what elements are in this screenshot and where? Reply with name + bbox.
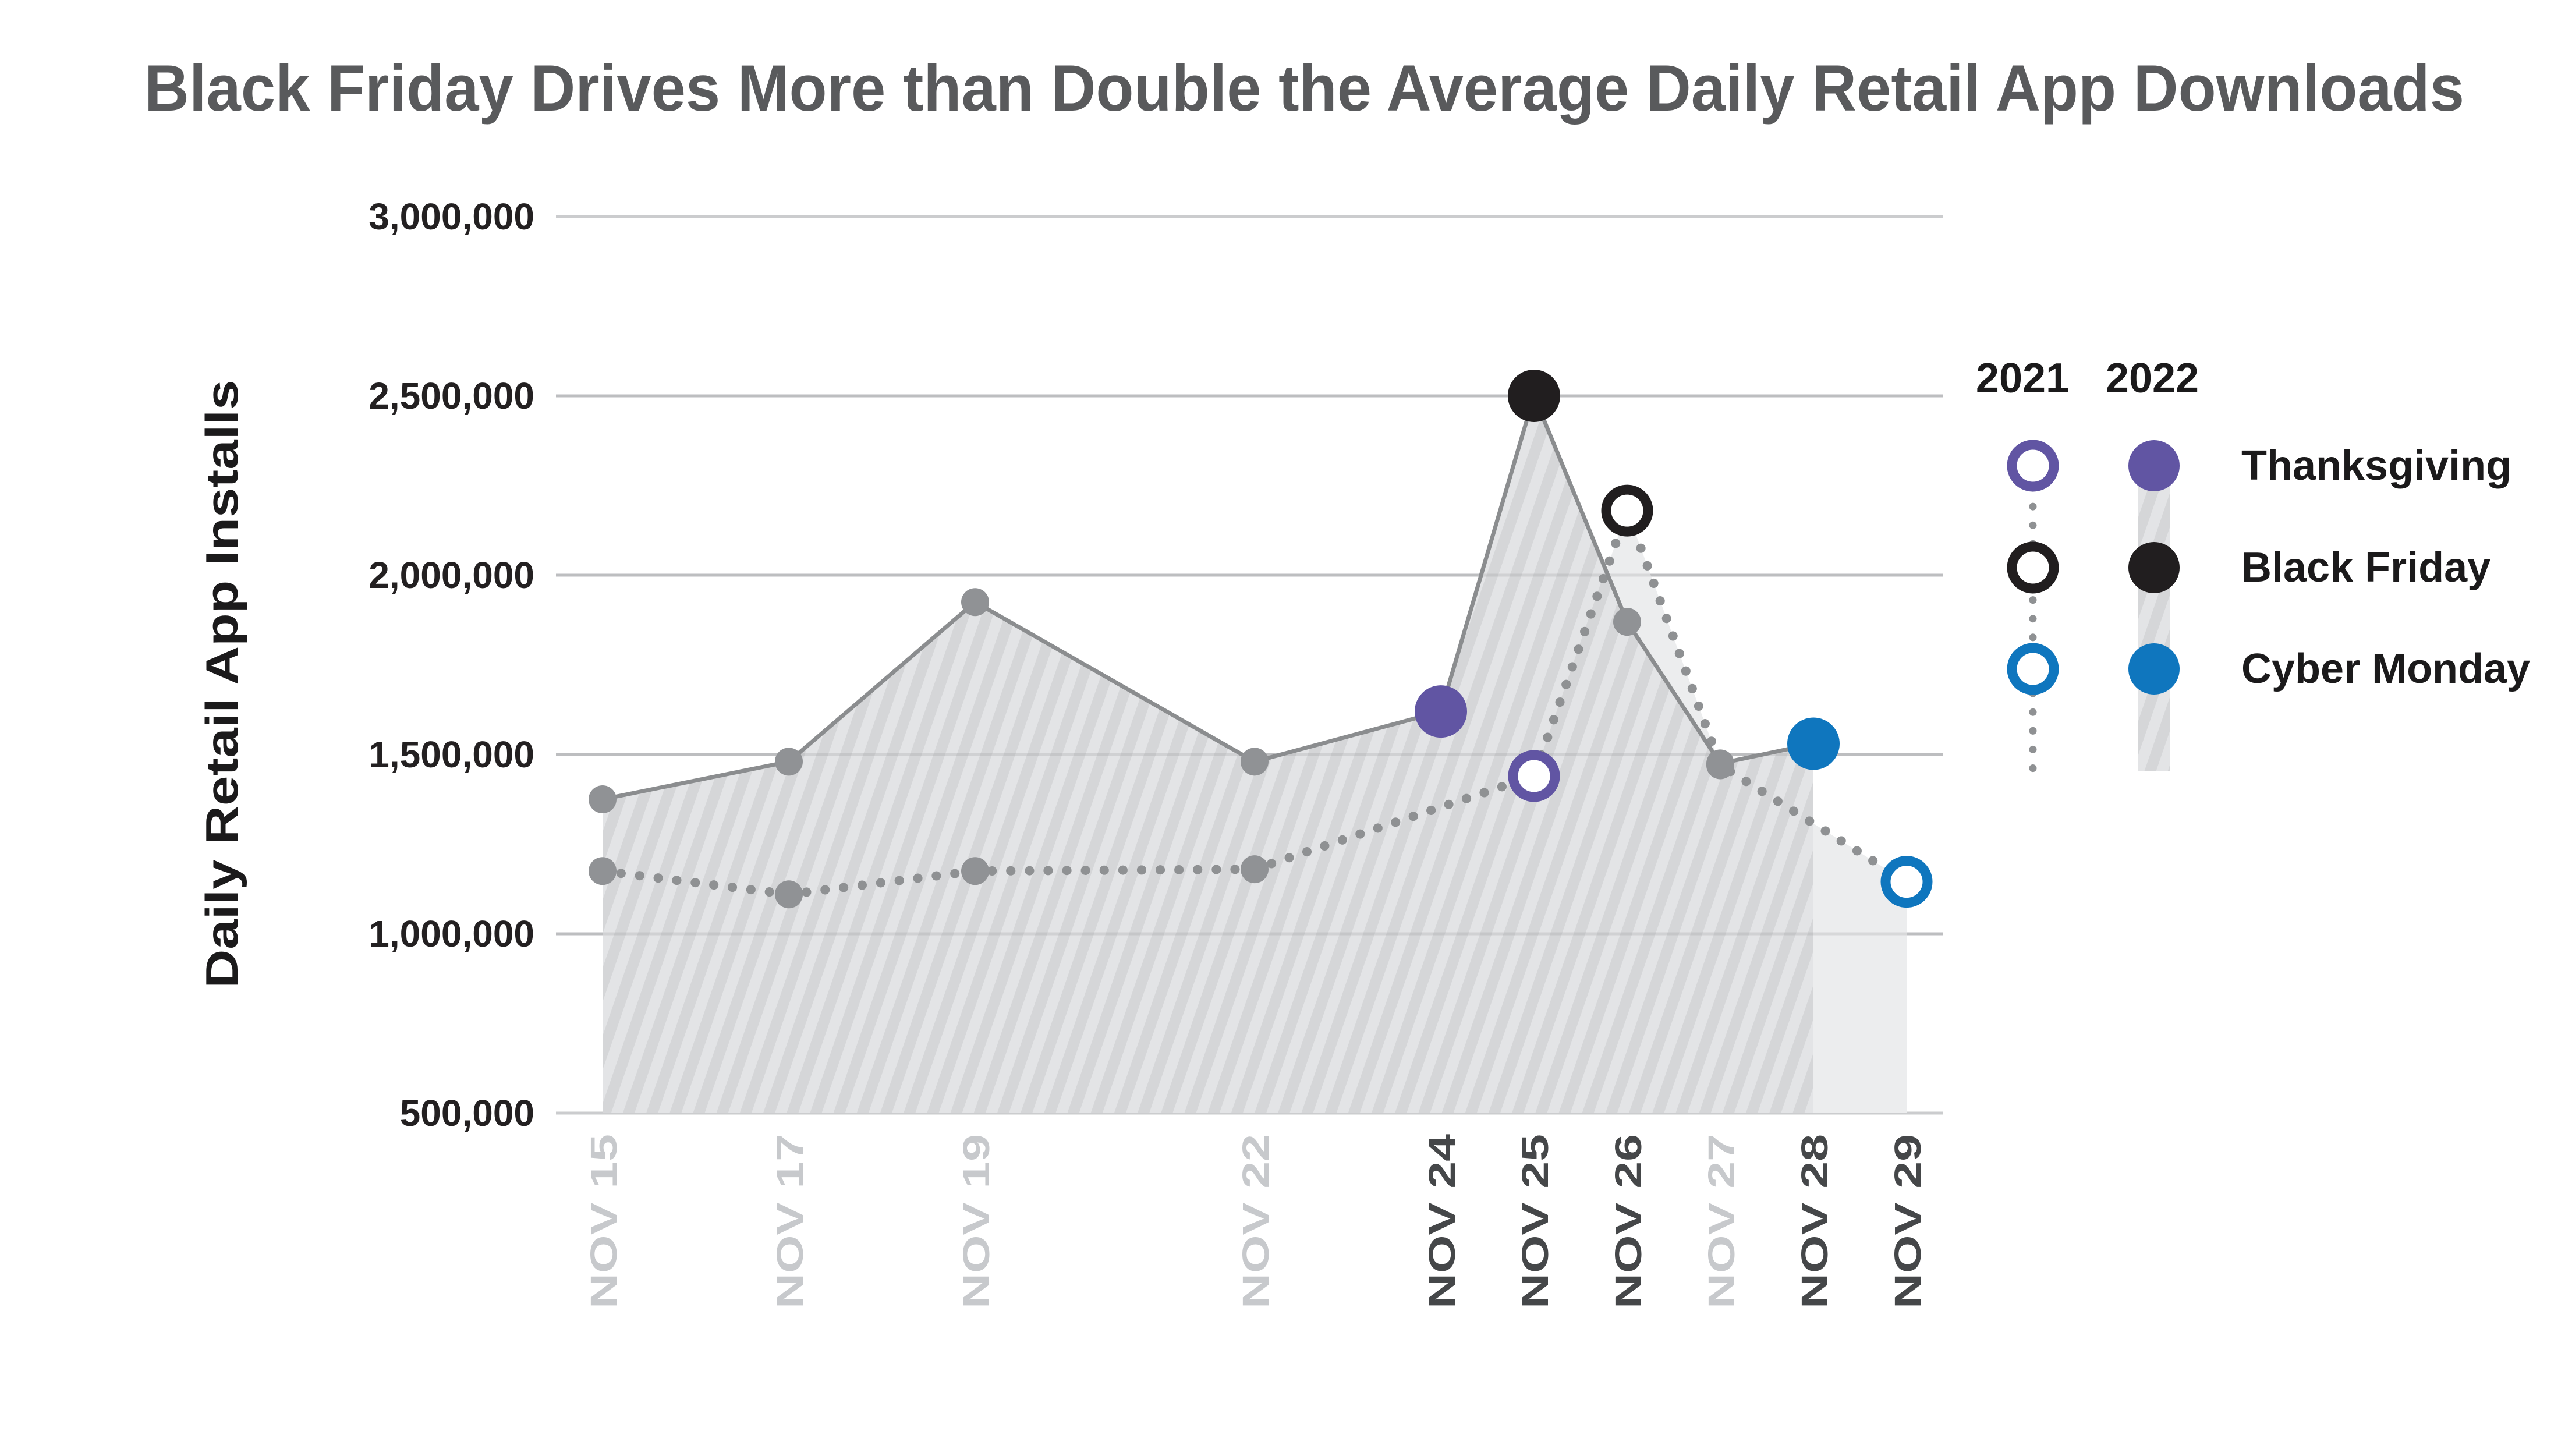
- y-axis-title: Daily Retail App Installs: [196, 380, 247, 989]
- data-point-2022: [1706, 749, 1734, 778]
- gridlines-layer: 500,000 1,000,000 1,500,000 2,000,000 2,500,…: [369, 196, 1943, 1134]
- x-tick-label: NOV 24: [1421, 1133, 1463, 1309]
- legend: 2021 2022 Thanksgiving Black Friday Cybe…: [1976, 355, 2530, 790]
- x-tick-label: NOV 15: [583, 1134, 625, 1309]
- cyber-monday-marker-2022: [1787, 717, 1840, 770]
- legend-black-friday-2021-marker: [2007, 541, 2059, 594]
- data-point-2021: [961, 857, 989, 885]
- legend-thanksgiving-2022-marker: [2128, 440, 2180, 491]
- area-2022: [603, 396, 1813, 1113]
- legend-header-2021: 2021: [1976, 355, 2069, 402]
- data-point-2022: [1241, 748, 1269, 776]
- x-tick-label: NOV 27: [1701, 1134, 1742, 1309]
- data-point-2021: [775, 880, 803, 909]
- x-tick-label: NOV 26: [1607, 1134, 1649, 1309]
- y-tick-label: 500,000: [400, 1092, 534, 1134]
- black-friday-marker-2022: [1508, 370, 1560, 422]
- legend-cyber-monday-2021-marker: [2007, 643, 2059, 695]
- y-tick-label: 3,000,000: [369, 196, 534, 238]
- legend-black-friday-2022-marker: [2128, 542, 2180, 593]
- legend-thanksgiving-2021-marker: [2007, 440, 2059, 492]
- thanksgiving-marker-2021: [1508, 750, 1560, 802]
- data-point-2022: [961, 588, 989, 617]
- legend-marks: [2007, 440, 2180, 790]
- cyber-monday-marker-2021: [1880, 856, 1933, 908]
- black-friday-marker-2021: [1601, 484, 1653, 537]
- legend-label-cyber-monday: Cyber Monday: [2241, 646, 2530, 692]
- data-point-2021: [589, 857, 617, 885]
- x-axis-labels-layer: NOV 15 NOV 17 NOV 19 NOV 22 NOV 24 NOV 25 NOV …: [583, 1133, 1929, 1309]
- series-line-2021: [598, 506, 1911, 899]
- page-title: Black Friday Drives More than Double the…: [144, 52, 2464, 125]
- legend-label-black-friday: Black Friday: [2241, 544, 2490, 591]
- y-tick-label: 1,500,000: [369, 734, 534, 775]
- thanksgiving-marker-2022: [1415, 685, 1467, 738]
- x-tick-label: NOV 29: [1887, 1134, 1929, 1309]
- legend-cyber-monday-2022-marker: [2128, 643, 2180, 695]
- area-fills-layer: [603, 396, 1907, 1113]
- x-tick-label: NOV 17: [769, 1134, 811, 1309]
- x-tick-label: NOV 28: [1794, 1134, 1836, 1309]
- y-tick-label: 2,000,000: [369, 554, 534, 596]
- y-tick-label: 2,500,000: [369, 375, 534, 417]
- data-point-2022: [775, 748, 803, 776]
- legend-header-2022: 2022: [2106, 355, 2199, 402]
- legend-label-thanksgiving: Thanksgiving: [2241, 442, 2511, 489]
- data-point-2021: [1241, 855, 1269, 884]
- data-point-2022: [1613, 608, 1641, 636]
- y-tick-label: 1,000,000: [369, 913, 534, 955]
- x-tick-label: NOV 22: [1235, 1134, 1277, 1309]
- legend-hatched-band-2022: [2138, 466, 2170, 771]
- x-tick-label: NOV 25: [1514, 1134, 1556, 1309]
- data-point-2022: [589, 785, 617, 813]
- x-tick-label: NOV 19: [955, 1134, 997, 1309]
- data-markers-layer: [589, 370, 1933, 909]
